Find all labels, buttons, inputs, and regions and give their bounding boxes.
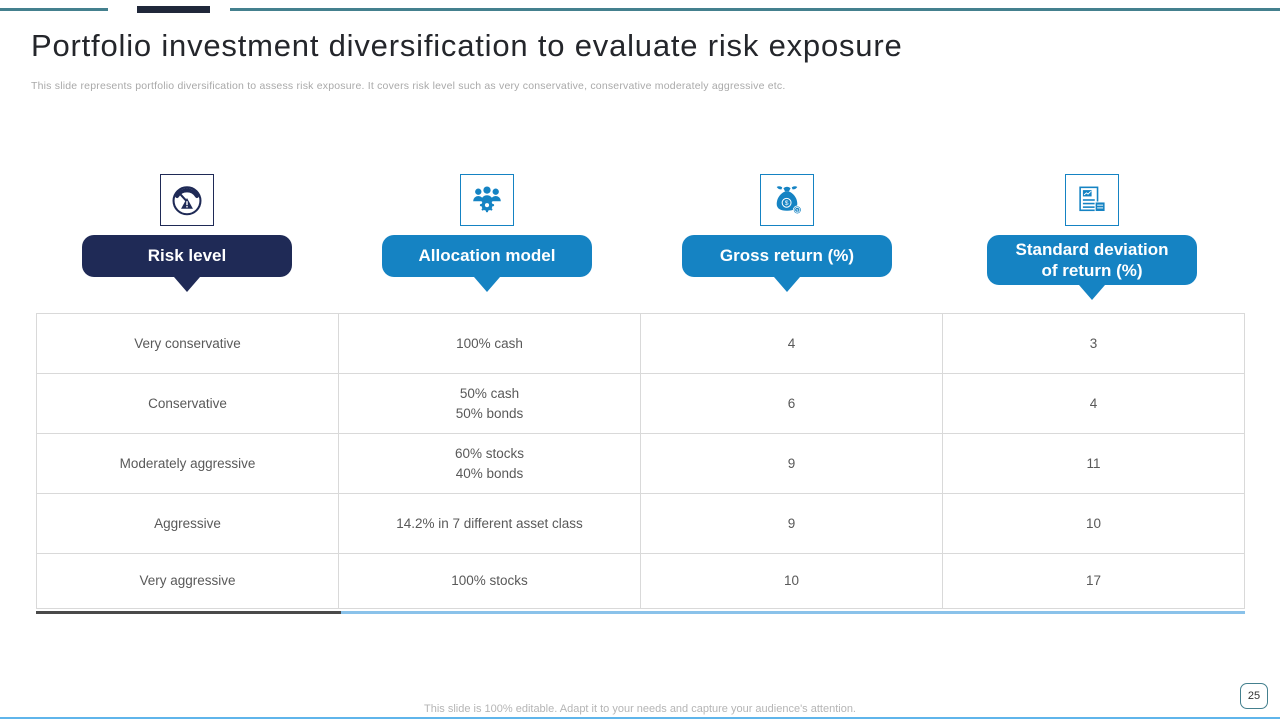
column-header-standard-deviation: Standard deviation of return (%) bbox=[977, 174, 1207, 300]
report-chart-icon bbox=[1079, 186, 1106, 212]
table-row: Very conservative 100% cash 4 3 bbox=[36, 313, 1245, 374]
pointer-arrow bbox=[174, 277, 200, 292]
team-gear-icon bbox=[473, 186, 501, 213]
risk-table: Very conservative 100% cash 4 3 Conserva… bbox=[36, 313, 1245, 609]
column-pill-allocation-model: Allocation model bbox=[382, 235, 592, 277]
top-accent-dark-segment bbox=[137, 6, 210, 13]
table-underline-blue bbox=[341, 611, 1245, 614]
gauge-icon bbox=[172, 186, 202, 216]
table-underline-dark bbox=[36, 611, 341, 614]
std-dev-cell: 4 bbox=[942, 373, 1245, 434]
column-pill-standard-deviation: Standard deviation of return (%) bbox=[987, 235, 1197, 285]
table-row: Aggressive 14.2% in 7 different asset cl… bbox=[36, 493, 1245, 554]
gauge-icon-box bbox=[160, 174, 214, 226]
pointer-arrow bbox=[474, 277, 500, 292]
footer-note: This slide is 100% editable. Adapt it to… bbox=[424, 703, 856, 715]
risk-level-cell: Very conservative bbox=[36, 313, 339, 374]
svg-text:$: $ bbox=[785, 200, 789, 207]
column-header-risk-level: Risk level bbox=[72, 174, 302, 292]
allocation-cell: 60% stocks 40% bonds bbox=[338, 433, 641, 494]
bottom-accent-line bbox=[0, 717, 1280, 719]
gross-return-cell: 9 bbox=[640, 433, 943, 494]
allocation-cell: 100% stocks bbox=[338, 553, 641, 609]
risk-level-cell: Conservative bbox=[36, 373, 339, 434]
std-dev-cell: 3 bbox=[942, 313, 1245, 374]
team-gear-icon-box bbox=[460, 174, 514, 226]
column-pill-gross-return: Gross return (%) bbox=[682, 235, 892, 277]
report-chart-icon-box bbox=[1065, 174, 1119, 226]
column-label: Allocation model bbox=[418, 246, 556, 266]
std-dev-cell: 11 bbox=[942, 433, 1245, 494]
table-row: Very aggressive 100% stocks 10 17 bbox=[36, 553, 1245, 609]
page-title: Portfolio investment diversification to … bbox=[31, 28, 903, 63]
allocation-cell: 50% cash 50% bonds bbox=[338, 373, 641, 434]
gross-return-cell: 4 bbox=[640, 313, 943, 374]
column-label: Gross return (%) bbox=[719, 246, 855, 266]
top-accent-line-left bbox=[0, 8, 108, 11]
page-number: 25 bbox=[1247, 690, 1261, 702]
risk-level-cell: Moderately aggressive bbox=[36, 433, 339, 494]
column-pill-risk-level: Risk level bbox=[82, 235, 292, 277]
slide-subtitle: This slide represents portfolio diversif… bbox=[31, 80, 786, 92]
table-row: Moderately aggressive 60% stocks 40% bon… bbox=[36, 433, 1245, 494]
column-header-gross-return: $ $ Gross return (%) bbox=[672, 174, 902, 292]
column-label: Standard deviation of return (%) bbox=[1015, 239, 1169, 280]
column-label: Risk level bbox=[147, 246, 227, 266]
top-accent-line-right bbox=[230, 8, 1280, 11]
pointer-arrow bbox=[774, 277, 800, 292]
std-dev-cell: 10 bbox=[942, 493, 1245, 554]
std-dev-cell: 17 bbox=[942, 553, 1245, 609]
gross-return-cell: 6 bbox=[640, 373, 943, 434]
risk-level-cell: Aggressive bbox=[36, 493, 339, 554]
risk-level-cell: Very aggressive bbox=[36, 553, 339, 609]
allocation-cell: 100% cash bbox=[338, 313, 641, 374]
gross-return-cell: 10 bbox=[640, 553, 943, 609]
money-bag-icon: $ $ bbox=[776, 186, 802, 215]
allocation-cell: 14.2% in 7 different asset class bbox=[338, 493, 641, 554]
table-row: Conservative 50% cash 50% bonds 6 4 bbox=[36, 373, 1245, 434]
pointer-arrow bbox=[1079, 285, 1105, 300]
page-number-badge: 25 bbox=[1240, 683, 1268, 709]
column-header-allocation-model: Allocation model bbox=[372, 174, 602, 292]
gross-return-cell: 9 bbox=[640, 493, 943, 554]
svg-text:$: $ bbox=[796, 209, 798, 213]
money-bag-icon-box: $ $ bbox=[760, 174, 814, 226]
